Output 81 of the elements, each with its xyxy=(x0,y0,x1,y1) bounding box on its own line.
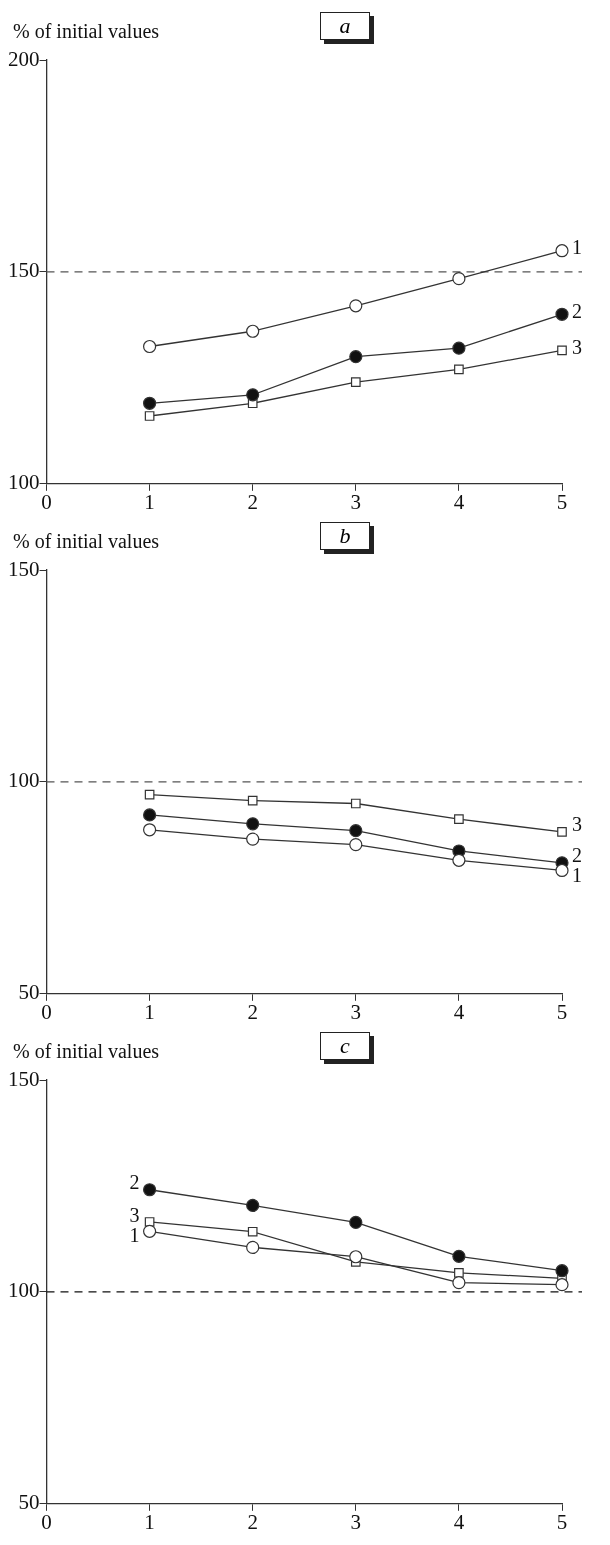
series-label: 3 xyxy=(129,1203,140,1226)
y-tick-label: 150 xyxy=(8,258,40,283)
point xyxy=(144,411,155,421)
x-tick-label: 3 xyxy=(350,1509,362,1534)
point xyxy=(350,377,361,387)
series-label: 2 xyxy=(129,1171,140,1194)
series-label: 1 xyxy=(572,235,582,258)
point xyxy=(143,396,157,410)
series-label: 3 xyxy=(572,813,582,836)
y-axis-title: % of initial values xyxy=(13,530,160,553)
x-tick-label: 2 xyxy=(247,1509,258,1534)
point xyxy=(246,324,260,338)
x-tick-label: 2 xyxy=(247,489,258,514)
point xyxy=(349,350,363,364)
point xyxy=(349,824,363,838)
x-tick-label: 1 xyxy=(144,1509,155,1534)
x-tick-label: 3 xyxy=(350,999,362,1024)
y-axis-title: % of initial values xyxy=(13,20,160,43)
point xyxy=(349,1250,363,1264)
x-tick-label: 0 xyxy=(41,1509,52,1534)
point xyxy=(349,1215,363,1229)
point xyxy=(246,832,260,846)
point xyxy=(452,1275,466,1290)
point xyxy=(555,1278,569,1292)
chart-title: b xyxy=(320,522,370,550)
point xyxy=(246,388,260,402)
point xyxy=(246,1198,260,1213)
x-tick-label: 0 xyxy=(41,489,52,514)
x-tick-label: 0 xyxy=(41,999,52,1024)
x-tick-label: 2 xyxy=(247,999,258,1024)
x-tick-label: 5 xyxy=(556,999,568,1024)
point xyxy=(452,341,466,355)
x-tick-label: 4 xyxy=(453,1509,465,1534)
point xyxy=(452,853,466,867)
point xyxy=(452,1249,466,1263)
x-tick-label: 3 xyxy=(350,489,362,514)
point xyxy=(557,345,567,356)
point xyxy=(454,364,464,375)
point xyxy=(246,1240,260,1254)
series-label: 2 xyxy=(572,843,582,866)
y-tick-label: 150 xyxy=(8,1066,40,1091)
y-tick-label: 100 xyxy=(8,1278,40,1303)
y-tick-label: 150 xyxy=(8,556,40,581)
x-tick-label: 4 xyxy=(453,489,465,514)
y-tick-label: 100 xyxy=(8,470,40,495)
y-tick-label: 200 xyxy=(8,46,40,71)
point xyxy=(144,789,155,800)
chart-title: a xyxy=(320,12,370,40)
y-tick-label: 50 xyxy=(18,1490,40,1515)
x-tick-label: 1 xyxy=(144,999,155,1024)
y-axis-title: % of initial values xyxy=(13,1040,160,1063)
point xyxy=(143,1183,157,1197)
x-tick-label: 1 xyxy=(144,489,155,514)
point xyxy=(143,823,157,837)
point xyxy=(246,817,260,831)
x-tick-label: 4 xyxy=(453,999,465,1024)
y-tick-label: 50 xyxy=(18,980,40,1005)
point xyxy=(143,808,157,822)
series-label: 2 xyxy=(572,299,582,322)
point xyxy=(555,244,569,258)
x-tick-label: 5 xyxy=(556,489,568,514)
point xyxy=(555,1264,569,1278)
series-label: 3 xyxy=(572,335,582,358)
point xyxy=(454,1267,464,1278)
series-label: 1 xyxy=(572,863,582,886)
point xyxy=(349,838,363,852)
point xyxy=(555,307,569,321)
point xyxy=(555,863,569,878)
x-tick-label: 5 xyxy=(556,1509,568,1534)
y-tick-label: 100 xyxy=(8,768,40,793)
point xyxy=(143,339,157,354)
point xyxy=(247,1226,258,1237)
point xyxy=(143,1224,157,1238)
chart-title: c xyxy=(320,1032,370,1060)
point xyxy=(247,795,258,806)
point xyxy=(349,299,363,313)
point xyxy=(350,798,361,809)
point xyxy=(454,814,464,825)
point xyxy=(557,827,567,837)
point xyxy=(452,272,466,286)
series-label: 1 xyxy=(129,1223,140,1246)
